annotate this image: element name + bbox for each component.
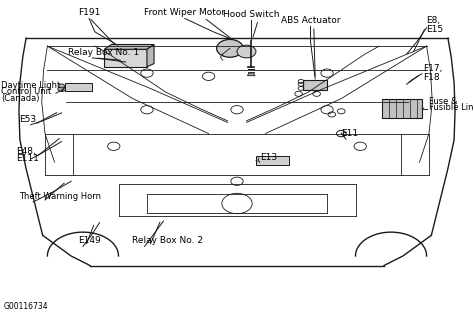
Text: F18: F18 [423, 73, 439, 82]
Text: E111: E111 [16, 154, 38, 163]
Text: F17,: F17, [423, 64, 442, 73]
Polygon shape [65, 83, 92, 91]
Text: Control Unit: Control Unit [1, 87, 52, 96]
Text: (Canada): (Canada) [1, 94, 40, 103]
Text: Daytime Light: Daytime Light [1, 81, 61, 90]
Polygon shape [147, 45, 154, 67]
Polygon shape [104, 49, 147, 67]
Text: E48,: E48, [16, 147, 36, 156]
Polygon shape [382, 99, 422, 118]
Text: E15: E15 [427, 25, 444, 34]
Circle shape [237, 45, 256, 58]
Text: Theft Warning Horn: Theft Warning Horn [19, 192, 101, 201]
Circle shape [217, 39, 243, 57]
Text: ABS Actuator: ABS Actuator [281, 17, 340, 25]
Text: Fusible Link Box: Fusible Link Box [429, 103, 474, 112]
Polygon shape [256, 156, 289, 165]
Text: F191: F191 [78, 9, 100, 17]
Text: Hood Switch: Hood Switch [223, 10, 280, 19]
Text: E53: E53 [19, 115, 36, 124]
Polygon shape [104, 45, 154, 49]
Polygon shape [303, 80, 327, 90]
Text: E149: E149 [78, 237, 101, 245]
Text: Front Wiper Motor: Front Wiper Motor [144, 9, 226, 17]
Circle shape [58, 86, 65, 92]
Text: Fuse &: Fuse & [429, 97, 457, 106]
Circle shape [59, 84, 64, 88]
Text: Relay Box No. 1: Relay Box No. 1 [68, 48, 139, 57]
Text: E13: E13 [260, 153, 277, 162]
Text: E11: E11 [341, 129, 358, 138]
Text: G00116734: G00116734 [4, 302, 48, 311]
Text: Relay Box No. 2: Relay Box No. 2 [132, 237, 203, 245]
Polygon shape [247, 73, 255, 76]
Text: E8,: E8, [427, 17, 441, 25]
